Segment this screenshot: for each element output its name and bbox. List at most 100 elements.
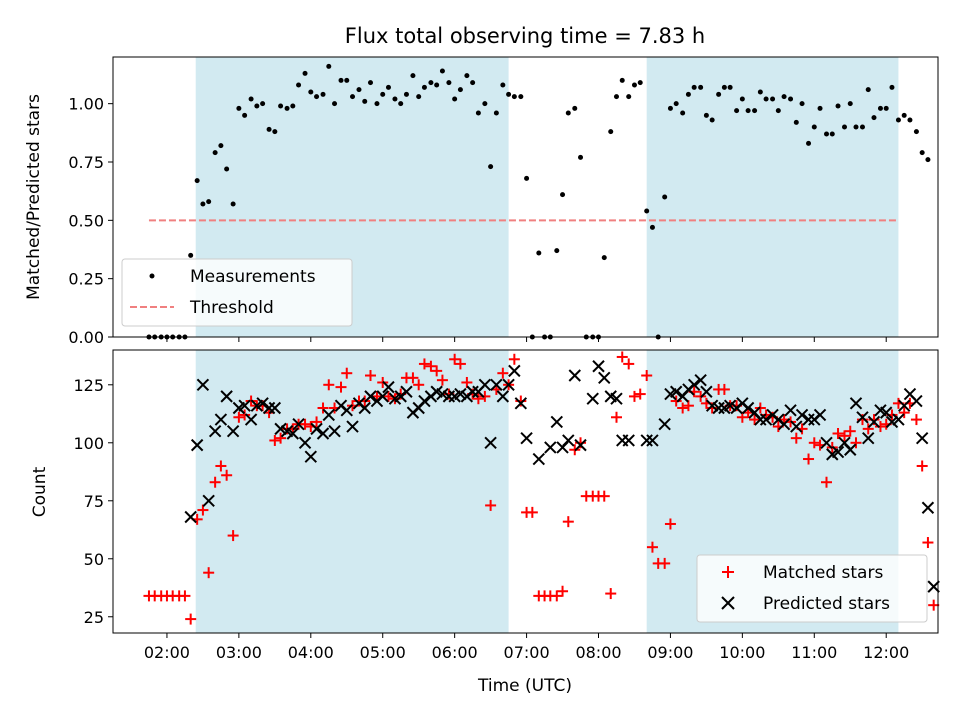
matched-star-point [341,367,353,379]
measurement-point [488,164,494,170]
measurement-point [290,103,296,109]
legend-measurements-label: Measurements [190,267,316,287]
measurement-point [482,101,488,107]
bottom-legend: Matched stars Predicted stars [696,554,928,623]
bottom-panel: 25 50 75 100 125 02:00 03:00 04:00 05:00 06:00 07… [30,349,940,696]
predicted-star-point [322,408,335,422]
top-plot-frame [112,56,939,338]
matched-star-point [736,411,748,423]
measurement-point [308,89,314,95]
predicted-star-point [802,413,815,426]
matched-star-point [215,460,227,472]
measurement-point [644,208,650,214]
predicted-star-point [238,399,251,412]
predicted-star-point [400,385,413,398]
x-tick-label: 03:00 [216,643,262,662]
measurement-point [266,126,272,132]
measurement-point [302,70,308,76]
predicted-star-point [532,452,546,466]
legend-measurement-marker [149,273,155,279]
measurement-point [200,201,206,207]
measurement-point [865,87,871,93]
measurement-point [572,105,578,111]
measurement-point [793,119,799,125]
measurement-point [410,73,416,79]
y-tick-label: 1.00 [68,95,104,114]
predicted-star-point [700,385,713,398]
measurement-point [344,77,350,83]
predicted-star-point [496,390,510,403]
matched-star-point [808,437,820,449]
matched-star-point [526,506,538,518]
measurement-point [326,63,332,69]
measurement-point [356,87,362,93]
predicted-star-point [705,399,719,412]
predicted-star-point [754,413,767,426]
measurement-point [518,94,524,100]
shaded-interval-2 [646,57,899,337]
predicted-star-point [795,408,809,422]
measurement-point [439,68,445,74]
predicted-star-point [214,413,228,426]
measurement-point [314,94,320,100]
measurement-point [698,84,704,90]
predicted-star-point [669,385,683,398]
matched-star-point [551,590,563,602]
x-axis-label: Time (UTC) [477,676,572,696]
measurement-point [434,82,440,88]
legend-predicted-label: Predicted stars [763,594,890,614]
measurement-point [817,105,823,111]
measurement-point [284,105,290,111]
predicted-star-point [844,443,857,456]
top-legend: Measurements Threshold [121,258,353,327]
measurement-point [416,94,422,100]
measurement-point [511,94,517,100]
predicted-star-point [364,390,377,403]
measurement-point [218,143,224,149]
predicted-star-point [268,401,282,415]
matched-star-point [616,351,628,363]
matched-star-point [832,428,844,440]
y-tick-label: 75 [84,492,104,511]
x-tick-label: 02:00 [144,643,190,662]
predicted-star-point [478,378,492,392]
matched-star-point [862,423,874,435]
measurement-point [385,84,391,90]
measurement-point [752,108,758,114]
bottom-legend-box [696,554,928,623]
measurement-point [806,140,812,146]
matched-star-point [850,437,862,449]
predicted-star-point [208,424,222,438]
predicted-star-point [862,431,875,445]
predicted-star-point [586,392,599,405]
matched-star-point [677,402,689,414]
measurement-point [667,105,673,111]
measurement-point [901,112,907,118]
measurement-point [392,96,398,102]
y-tick-label: 0.50 [68,211,104,230]
matched-star-point [269,434,281,446]
matched-star-point [323,379,335,391]
measurement-point [421,84,427,90]
measurement-point [770,96,776,102]
predicted-star-point [544,441,557,454]
predicted-star-point [508,364,521,378]
measurement-point [212,150,218,156]
measurement-point [895,117,901,123]
legend-matched-label: Matched stars [763,563,883,583]
x-tick-label: 06:00 [432,643,478,662]
matched-star-point [299,418,311,430]
measurement-point [446,80,452,86]
matched-star-point [916,460,928,472]
measurement-point [320,91,326,97]
matched-star-point [641,370,653,382]
measurement-point [362,98,368,104]
x-tick-label: 10:00 [719,643,765,662]
matched-star-point [179,590,191,602]
predicted-star-point [885,415,899,429]
matched-star-point [910,414,922,426]
predicted-star-point [921,501,935,514]
measurement-point [853,124,859,130]
measurement-point [470,80,476,86]
measurement-point [565,110,571,116]
